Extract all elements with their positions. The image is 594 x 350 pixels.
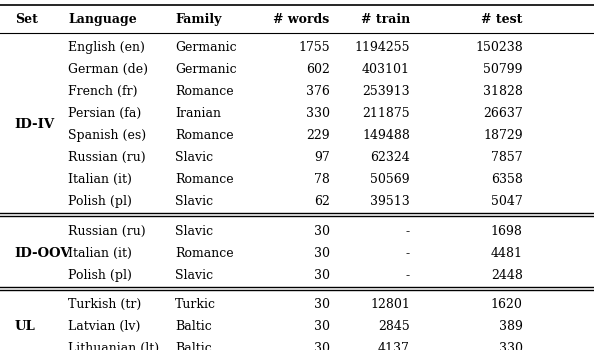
Text: 78: 78 — [314, 173, 330, 187]
Text: 30: 30 — [314, 320, 330, 333]
Text: 602: 602 — [306, 63, 330, 76]
Text: 4137: 4137 — [378, 342, 410, 350]
Text: Spanish (es): Spanish (es) — [68, 129, 147, 142]
Text: 30: 30 — [314, 247, 330, 260]
Text: 18729: 18729 — [483, 129, 523, 142]
Text: 5047: 5047 — [491, 195, 523, 209]
Text: Russian (ru): Russian (ru) — [68, 225, 146, 238]
Text: # test: # test — [481, 13, 523, 27]
Text: Baltic: Baltic — [175, 342, 212, 350]
Text: Polish (pl): Polish (pl) — [68, 269, 132, 282]
Text: English (en): English (en) — [68, 41, 145, 54]
Text: 30: 30 — [314, 342, 330, 350]
Text: 376: 376 — [306, 85, 330, 98]
Text: 330: 330 — [499, 342, 523, 350]
Text: 2448: 2448 — [491, 269, 523, 282]
Text: 149488: 149488 — [362, 129, 410, 142]
Text: 62: 62 — [314, 195, 330, 209]
Text: 403101: 403101 — [362, 63, 410, 76]
Text: 389: 389 — [499, 320, 523, 333]
Text: 253913: 253913 — [362, 85, 410, 98]
Text: UL: UL — [15, 320, 36, 333]
Text: # words: # words — [273, 13, 330, 27]
Text: -: - — [406, 247, 410, 260]
Text: Slavic: Slavic — [175, 269, 213, 282]
Text: Russian (ru): Russian (ru) — [68, 151, 146, 164]
Text: Family: Family — [175, 13, 222, 27]
Text: 1755: 1755 — [298, 41, 330, 54]
Text: 1194255: 1194255 — [355, 41, 410, 54]
Text: French (fr): French (fr) — [68, 85, 138, 98]
Text: 62324: 62324 — [370, 151, 410, 164]
Text: Romance: Romance — [175, 247, 234, 260]
Text: German (de): German (de) — [68, 63, 148, 76]
Text: 229: 229 — [306, 129, 330, 142]
Text: Persian (fa): Persian (fa) — [68, 107, 141, 120]
Text: -: - — [406, 225, 410, 238]
Text: 26637: 26637 — [483, 107, 523, 120]
Text: # train: # train — [361, 13, 410, 27]
Text: Iranian: Iranian — [175, 107, 221, 120]
Text: Italian (it): Italian (it) — [68, 247, 132, 260]
Text: Romance: Romance — [175, 173, 234, 187]
Text: 31828: 31828 — [483, 85, 523, 98]
Text: 2845: 2845 — [378, 320, 410, 333]
Text: ID-IV: ID-IV — [15, 118, 55, 131]
Text: 39513: 39513 — [370, 195, 410, 209]
Text: 12801: 12801 — [370, 298, 410, 311]
Text: Polish (pl): Polish (pl) — [68, 195, 132, 209]
Text: 50799: 50799 — [484, 63, 523, 76]
Text: Slavic: Slavic — [175, 225, 213, 238]
Text: 97: 97 — [314, 151, 330, 164]
Text: Language: Language — [68, 13, 137, 27]
Text: Latvian (lv): Latvian (lv) — [68, 320, 141, 333]
Text: 1620: 1620 — [491, 298, 523, 311]
Text: 211875: 211875 — [362, 107, 410, 120]
Text: Romance: Romance — [175, 129, 234, 142]
Text: Slavic: Slavic — [175, 151, 213, 164]
Text: 150238: 150238 — [475, 41, 523, 54]
Text: 50569: 50569 — [370, 173, 410, 187]
Text: ID-OOV: ID-OOV — [15, 247, 71, 260]
Text: 1698: 1698 — [491, 225, 523, 238]
Text: 4481: 4481 — [491, 247, 523, 260]
Text: 7857: 7857 — [491, 151, 523, 164]
Text: 30: 30 — [314, 298, 330, 311]
Text: -: - — [406, 269, 410, 282]
Text: Germanic: Germanic — [175, 41, 237, 54]
Text: Romance: Romance — [175, 85, 234, 98]
Text: 330: 330 — [306, 107, 330, 120]
Text: Set: Set — [15, 13, 38, 27]
Text: 30: 30 — [314, 269, 330, 282]
Text: Slavic: Slavic — [175, 195, 213, 209]
Text: 30: 30 — [314, 225, 330, 238]
Text: Germanic: Germanic — [175, 63, 237, 76]
Text: Turkic: Turkic — [175, 298, 216, 311]
Text: 6358: 6358 — [491, 173, 523, 187]
Text: Italian (it): Italian (it) — [68, 173, 132, 187]
Text: Baltic: Baltic — [175, 320, 212, 333]
Text: Lithuanian (lt): Lithuanian (lt) — [68, 342, 159, 350]
Text: Turkish (tr): Turkish (tr) — [68, 298, 141, 311]
